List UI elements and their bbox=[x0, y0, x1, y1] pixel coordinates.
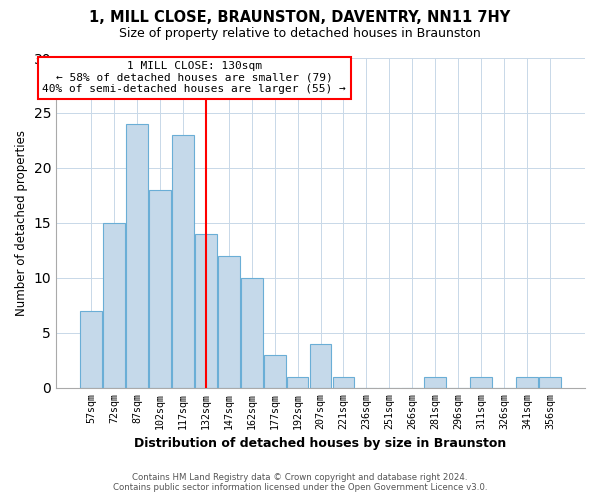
Bar bbox=[332, 377, 355, 388]
Bar bbox=[172, 135, 194, 388]
Bar bbox=[103, 223, 125, 388]
Bar bbox=[195, 234, 217, 388]
Bar bbox=[516, 377, 538, 388]
Text: 1 MILL CLOSE: 130sqm
← 58% of detached houses are smaller (79)
40% of semi-detac: 1 MILL CLOSE: 130sqm ← 58% of detached h… bbox=[43, 62, 346, 94]
X-axis label: Distribution of detached houses by size in Braunston: Distribution of detached houses by size … bbox=[134, 437, 506, 450]
Text: Contains HM Land Registry data © Crown copyright and database right 2024.
Contai: Contains HM Land Registry data © Crown c… bbox=[113, 473, 487, 492]
Bar bbox=[241, 278, 263, 388]
Bar bbox=[424, 377, 446, 388]
Bar bbox=[539, 377, 561, 388]
Bar bbox=[126, 124, 148, 388]
Bar bbox=[287, 377, 308, 388]
Bar bbox=[149, 190, 171, 388]
Bar bbox=[80, 311, 102, 388]
Bar bbox=[264, 355, 286, 388]
Text: Size of property relative to detached houses in Braunston: Size of property relative to detached ho… bbox=[119, 28, 481, 40]
Bar bbox=[470, 377, 492, 388]
Bar bbox=[218, 256, 239, 388]
Text: 1, MILL CLOSE, BRAUNSTON, DAVENTRY, NN11 7HY: 1, MILL CLOSE, BRAUNSTON, DAVENTRY, NN11… bbox=[89, 10, 511, 25]
Bar bbox=[310, 344, 331, 388]
Y-axis label: Number of detached properties: Number of detached properties bbox=[15, 130, 28, 316]
